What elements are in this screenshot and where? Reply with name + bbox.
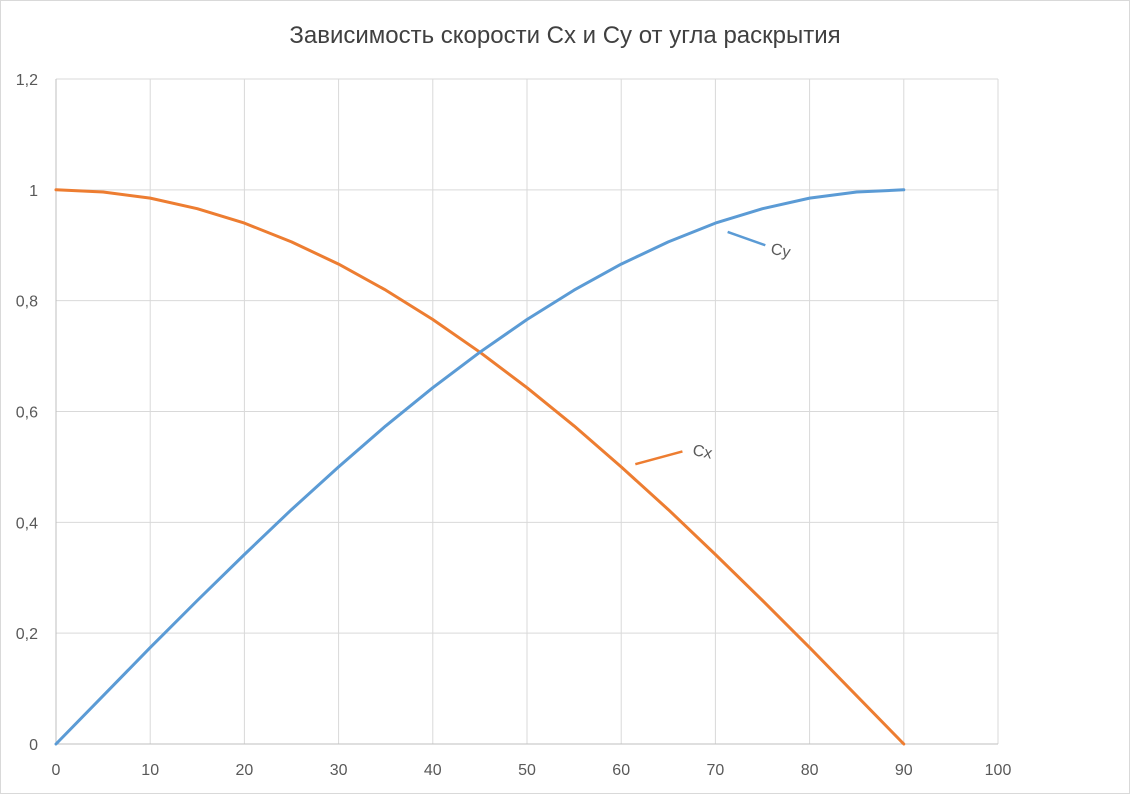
x-tick-label: 30 [330,762,348,779]
x-tick-label: 40 [424,762,442,779]
y-tick-label: 0,2 [16,626,38,643]
x-tick-label: 20 [236,762,254,779]
chart-title: Зависимость скорости Cx и Cy от угла рас… [289,22,841,49]
series-line-cy [54,188,906,746]
data-label-leader-cx [635,450,683,466]
x-tick-label: 50 [518,762,536,779]
x-tick-label: 100 [985,762,1012,779]
x-tick-label: 70 [707,762,725,779]
data-label-cy: Cy [769,241,792,262]
x-tick-label: 10 [141,762,159,779]
y-tick-label: 0,8 [16,294,38,311]
x-tick-label: 60 [612,762,630,779]
x-tick-label: 80 [801,762,819,779]
x-tick-label: 0 [52,762,61,779]
y-tick-label: 0 [29,737,38,754]
x-tick-label: 90 [895,762,913,779]
y-tick-label: 1,2 [16,72,38,89]
data-label-cx: Cx [691,442,714,463]
series-line-cx [54,188,906,746]
y-tick-label: 0,4 [16,515,38,532]
y-tick-label: 0,6 [16,405,38,422]
y-tick-label: 1 [29,183,38,200]
data-label-leader-cy [727,230,766,247]
